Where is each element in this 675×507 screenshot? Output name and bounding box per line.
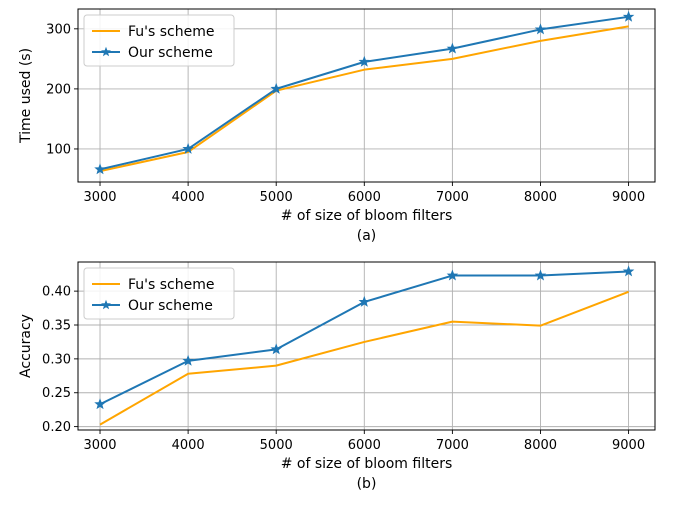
legend-star-marker [101, 46, 111, 57]
data-point-star [270, 82, 282, 94]
x-tick-label: 6000 [348, 438, 381, 453]
data-point-star [534, 23, 547, 35]
legend-box [83, 267, 235, 320]
subplot-caption: (a) [357, 228, 377, 244]
data-point-star [534, 269, 547, 281]
x-tick-label: 5000 [260, 190, 293, 205]
y-axis-label: Time used (s) [18, 48, 34, 144]
x-tick-label: 7000 [436, 438, 469, 453]
legend-entry: Fu's scheme [128, 277, 214, 293]
data-point-star [94, 398, 106, 410]
x-tick-label: 9000 [612, 190, 645, 205]
plot-frame [77, 261, 656, 431]
x-tick-label: 4000 [172, 438, 205, 453]
legend-entry: Fu's scheme [128, 24, 214, 40]
y-tick-label: 100 [46, 142, 71, 157]
y-tick-label: 200 [46, 82, 71, 97]
data-point-star [182, 142, 194, 154]
x-axis-label: # of size of bloom filters [281, 208, 453, 224]
chart-a: 3000 4000 5000 6000 7000 8000 9000 100 200 300 Fu'… [18, 8, 656, 244]
data-point-star [446, 269, 459, 281]
x-tick-label: 4000 [172, 190, 205, 205]
data-point-star [358, 55, 371, 67]
x-tick-label: 5000 [260, 438, 293, 453]
series-line-fu-s-scheme [99, 25, 629, 173]
legend-entry: Our scheme [128, 298, 213, 314]
x-tick-label: 3000 [83, 438, 116, 453]
y-tick-label: 0.40 [42, 285, 71, 300]
y-axis-label: Accuracy [18, 314, 34, 378]
series-line-fu-s-scheme [99, 290, 629, 426]
y-tick-label: 0.25 [42, 386, 71, 401]
x-tick-label: 9000 [612, 438, 645, 453]
x-tick-label: 6000 [348, 190, 381, 205]
plot-frame [77, 8, 656, 183]
x-axis-label: # of size of bloom filters [281, 456, 453, 472]
x-tick-label: 8000 [524, 190, 557, 205]
data-point-star [446, 42, 459, 54]
y-tick-label: 0.30 [42, 352, 71, 367]
x-tick-label: 8000 [524, 438, 557, 453]
chart-b: 3000 4000 5000 6000 7000 8000 9000 0.20 0.25 0.30… [18, 261, 656, 492]
legend-star-marker [101, 299, 111, 310]
legend-entry: Our scheme [128, 45, 213, 61]
data-point-star [182, 354, 194, 366]
x-tick-label: 7000 [436, 190, 469, 205]
y-tick-label: 0.20 [42, 420, 71, 435]
data-point-star [358, 295, 371, 307]
x-tick-label: 3000 [83, 190, 116, 205]
y-tick-label: 300 [46, 22, 71, 37]
legend: Fu's scheme Our scheme [83, 267, 235, 320]
data-point-star [94, 163, 106, 175]
data-point-star [622, 265, 635, 277]
y-tick-label: 0.35 [42, 319, 71, 334]
legend-box [83, 14, 235, 67]
legend: Fu's scheme Our scheme [83, 14, 235, 67]
data-point-star [270, 343, 282, 355]
subplot-caption: (b) [357, 476, 377, 492]
data-point-star [622, 10, 635, 22]
